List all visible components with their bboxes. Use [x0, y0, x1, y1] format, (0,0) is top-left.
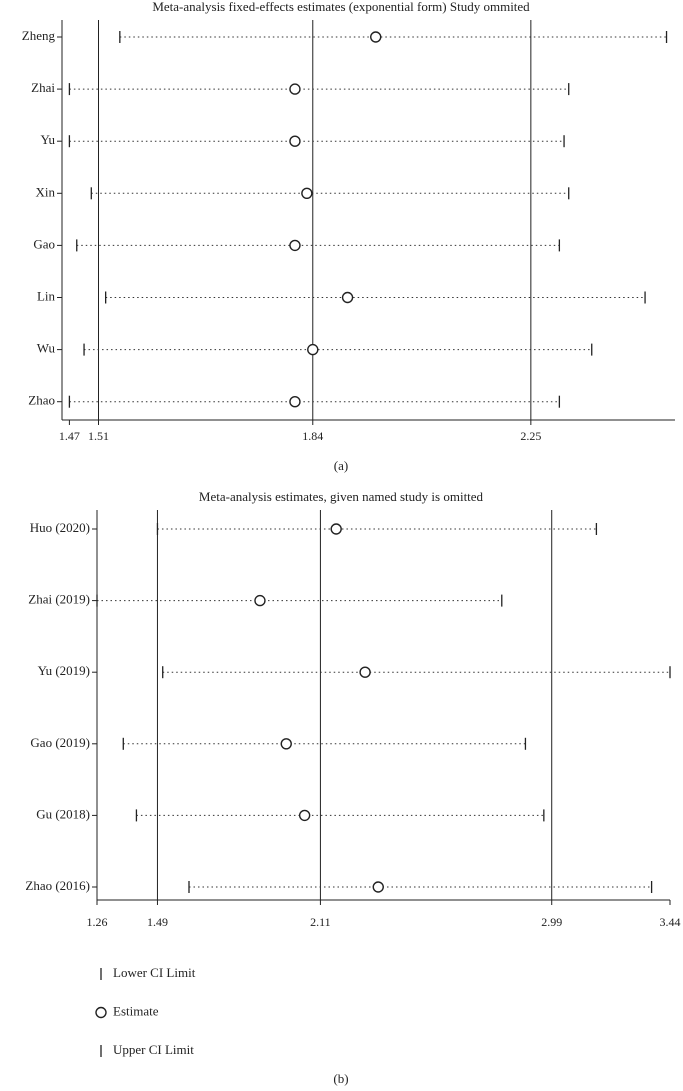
- estimate: [359, 666, 371, 678]
- legend-label: Upper CI Limit: [113, 1042, 194, 1057]
- y-tick-label: Gao: [33, 236, 55, 251]
- legend-label: Lower CI Limit: [113, 965, 196, 980]
- y-tick-label: Lin: [37, 288, 56, 303]
- estimate: [372, 881, 384, 893]
- estimate: [289, 396, 301, 408]
- estimate: [370, 31, 382, 43]
- estimate: [254, 594, 266, 607]
- x-tick-label: 2.99: [541, 915, 562, 929]
- estimate: [301, 187, 313, 200]
- estimate: [289, 239, 301, 252]
- x-tick-label: 1.47: [59, 429, 80, 443]
- chart-title: Meta-analysis estimates, given named stu…: [199, 489, 484, 504]
- x-tick-label: 1.26: [87, 915, 108, 929]
- chart-title: Meta-analysis fixed-effects estimates (e…: [152, 0, 530, 14]
- estimate: [341, 291, 354, 304]
- y-tick-label: Huo (2020): [30, 520, 90, 535]
- x-tick-label: 1.84: [302, 429, 323, 443]
- y-tick-label: Gao (2019): [30, 735, 90, 750]
- y-tick-label: Zhao: [28, 393, 55, 408]
- y-tick-label: Zhao (2016): [25, 878, 90, 893]
- estimate: [280, 738, 292, 750]
- estimate: [289, 83, 301, 95]
- panel-label: (b): [333, 1071, 348, 1086]
- estimate: [298, 809, 311, 822]
- estimate: [289, 135, 301, 147]
- x-tick-label: 1.51: [88, 429, 109, 443]
- y-tick-label: Gu (2018): [36, 806, 90, 821]
- y-tick-label: Yu (2019): [38, 663, 90, 678]
- y-tick-label: Zhai (2019): [28, 592, 90, 607]
- legend-label: Estimate: [113, 1003, 159, 1018]
- legend-symbol: [95, 1006, 107, 1019]
- y-tick-label: Wu: [37, 341, 56, 356]
- x-tick-label: 1.49: [147, 915, 168, 929]
- y-tick-label: Zheng: [22, 28, 56, 43]
- y-tick-label: Xin: [36, 184, 56, 199]
- x-tick-label: 2.25: [520, 429, 541, 443]
- estimate: [330, 523, 342, 535]
- panel-label: (a): [334, 458, 348, 473]
- x-tick-label: 2.11: [310, 915, 331, 929]
- x-tick-label: 3.44: [660, 915, 681, 929]
- y-tick-label: Yu: [41, 132, 56, 147]
- estimate: [307, 343, 319, 356]
- y-tick-label: Zhai: [31, 80, 55, 95]
